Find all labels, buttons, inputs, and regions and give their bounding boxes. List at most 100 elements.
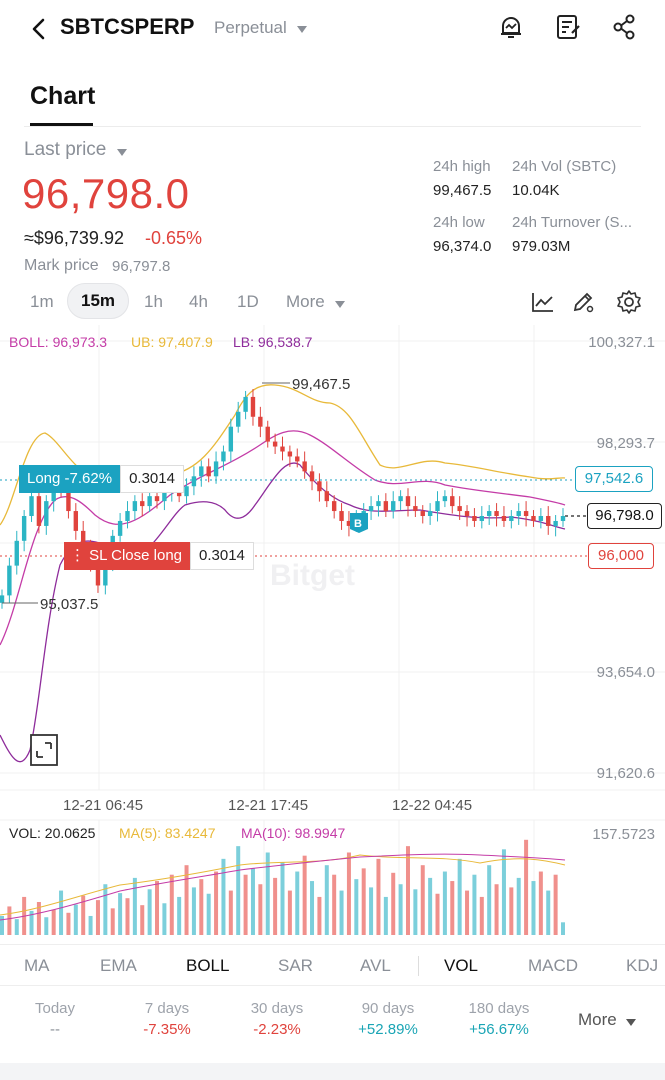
candlestick-chart[interactable]: Bitget 99,467.5 95,037.5 B xyxy=(0,325,665,940)
stat-24h-turnover-value: 979.03M xyxy=(512,238,571,255)
candle-body xyxy=(21,516,27,541)
last-price-label[interactable]: Last price xyxy=(24,139,107,160)
interval-4h[interactable]: 4h xyxy=(189,292,208,311)
volume-bar xyxy=(310,881,315,935)
interval-1m[interactable]: 1m xyxy=(30,292,54,311)
candle-body xyxy=(125,511,130,521)
notes-icon[interactable] xyxy=(553,12,583,42)
indicator-ma[interactable]: MA xyxy=(24,956,50,975)
indicator-vol[interactable]: VOL xyxy=(444,956,479,975)
indicator-avl[interactable]: AVL xyxy=(360,956,391,975)
current-price-tag[interactable]: 96,798.0 xyxy=(587,503,662,529)
candle-body xyxy=(117,520,123,536)
vol-ma10-legend: MA(10): 98.9947 xyxy=(241,825,346,841)
volume-bar xyxy=(265,852,270,935)
volume-bar xyxy=(118,893,123,935)
volume-bar xyxy=(280,862,285,935)
indicator-sar[interactable]: SAR xyxy=(278,956,313,975)
candle-body xyxy=(516,511,521,517)
stat-24h-high-label: 24h high xyxy=(433,158,491,175)
perf-more-button[interactable]: More xyxy=(578,1010,617,1029)
contract-type-label[interactable]: Perpetual xyxy=(214,18,287,37)
long-position-tag[interactable]: Long -7.62% 0.3014 xyxy=(19,465,184,493)
candle-body xyxy=(29,496,34,517)
chevron-down-icon[interactable] xyxy=(334,297,346,315)
interval-1h[interactable]: 1h xyxy=(144,292,163,311)
indicator-chart-icon[interactable] xyxy=(530,289,556,320)
price-axis-label: 98,293.7 xyxy=(596,435,655,452)
volume-bar xyxy=(36,901,41,935)
volume-bar xyxy=(103,884,108,935)
volume-bar xyxy=(435,893,440,935)
stop-loss-label[interactable]: ⋮ SL Close long xyxy=(64,542,191,570)
volume-bar xyxy=(531,881,536,935)
indicator-macd[interactable]: MACD xyxy=(528,956,579,975)
candle-body xyxy=(44,501,49,526)
candle-body xyxy=(560,516,566,521)
volume-bar xyxy=(184,865,189,935)
price-axis-label: 91,620.6 xyxy=(596,765,655,782)
buy-marker-label: B xyxy=(354,518,362,530)
back-arrow-icon[interactable] xyxy=(26,16,52,42)
interval-1d[interactable]: 1D xyxy=(237,292,259,311)
candle-body xyxy=(199,466,204,477)
candle-body xyxy=(272,441,278,447)
high-marker-label: 99,467.5 xyxy=(292,376,350,393)
perf-90d-label: 90 days xyxy=(361,1000,415,1017)
interval-15m[interactable]: 15m xyxy=(67,283,129,319)
volume-bar xyxy=(14,919,19,935)
price-change-percent: -0.65% xyxy=(145,228,203,248)
volume-bar xyxy=(361,868,366,935)
candle-body xyxy=(0,595,5,603)
approx-usd-price: ≈$96,739.92 xyxy=(24,228,124,248)
volume-bar xyxy=(413,889,418,935)
volume-bar xyxy=(561,922,565,935)
volume-bar xyxy=(516,877,521,935)
perf-90d-value: +52.89% xyxy=(358,1021,418,1038)
stat-24h-low-value: 96,374.0 xyxy=(433,238,492,255)
long-position-qty: 0.3014 xyxy=(120,465,184,493)
stop-loss-tag[interactable]: ⋮ SL Close long 0.3014 xyxy=(64,542,254,570)
perf-180d-value: +56.67% xyxy=(469,1021,529,1038)
symbol-title[interactable]: SBTCSPERP xyxy=(60,14,195,39)
indicator-kdj[interactable]: KDJ xyxy=(626,956,659,975)
long-position-label[interactable]: Long -7.62% xyxy=(19,465,121,493)
candle-body xyxy=(368,506,374,512)
settings-gear-icon[interactable] xyxy=(616,289,642,320)
candle-body xyxy=(391,501,396,512)
candle-body xyxy=(140,501,145,507)
time-axis-label: 12-22 04:45 xyxy=(392,797,473,814)
volume-bar xyxy=(501,849,506,935)
candle-body xyxy=(553,520,558,526)
candle-body xyxy=(309,471,315,482)
volume-bar xyxy=(383,896,388,935)
volume-bar xyxy=(354,879,359,935)
volume-bar xyxy=(405,846,410,935)
volume-bar xyxy=(369,887,374,935)
vol-ma5-legend: MA(5): 83.4247 xyxy=(119,825,216,841)
indicator-boll[interactable]: BOLL xyxy=(186,956,230,975)
candle-body xyxy=(80,530,86,546)
chevron-down-icon[interactable] xyxy=(296,22,308,40)
stat-24h-high-value: 99,467.5 xyxy=(433,182,492,199)
stat-24h-vol-value: 10.04K xyxy=(512,182,560,199)
candle-body xyxy=(206,466,211,477)
bottom-strip xyxy=(0,1063,665,1080)
sl-price-tag[interactable]: 96,000 xyxy=(588,543,654,569)
stat-24h-low-label: 24h low xyxy=(433,214,485,231)
indicator-ema[interactable]: EMA xyxy=(100,956,137,975)
volume-bar xyxy=(59,890,64,935)
candle-body xyxy=(213,461,219,477)
vol-ma10-line xyxy=(0,853,566,921)
candle-body xyxy=(427,511,433,517)
chevron-down-icon[interactable] xyxy=(116,145,128,163)
tab-chart[interactable]: Chart xyxy=(30,82,96,110)
share-icon[interactable] xyxy=(610,12,640,42)
volume-bar xyxy=(339,890,344,935)
chevron-down-icon[interactable] xyxy=(625,1015,637,1033)
candle-body xyxy=(317,481,322,492)
price-alert-icon[interactable] xyxy=(496,12,526,42)
draw-tool-icon[interactable] xyxy=(570,289,596,320)
interval-more[interactable]: More xyxy=(286,292,325,311)
volume-bar xyxy=(0,915,4,935)
